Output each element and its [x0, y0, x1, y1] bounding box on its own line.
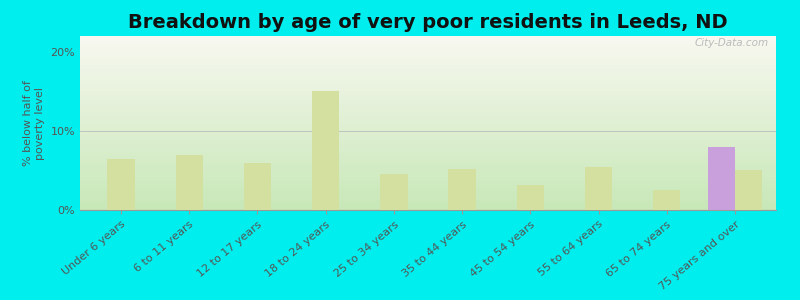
Bar: [380, 174, 407, 210]
Bar: [107, 159, 134, 210]
Text: City-Data.com: City-Data.com: [695, 38, 769, 48]
Bar: [517, 185, 544, 210]
Bar: [708, 147, 735, 210]
Title: Breakdown by age of very poor residents in Leeds, ND: Breakdown by age of very poor residents …: [128, 13, 728, 32]
Bar: [449, 169, 476, 210]
Bar: [312, 92, 339, 210]
Bar: [244, 163, 271, 210]
Bar: [735, 170, 762, 210]
Bar: [175, 154, 203, 210]
Y-axis label: % below half of
poverty level: % below half of poverty level: [23, 80, 45, 166]
Bar: [653, 190, 681, 210]
Bar: [585, 167, 612, 210]
